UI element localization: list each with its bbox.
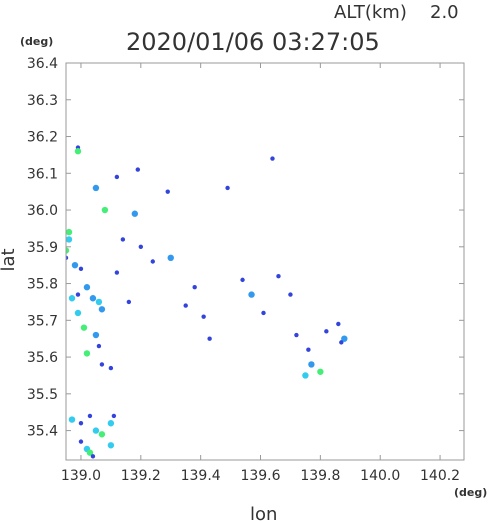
data-point xyxy=(90,454,96,459)
x-tick-label: 139.2 xyxy=(121,468,161,484)
y-tick-label: 36.3 xyxy=(27,93,58,109)
x-tick-label: 139.8 xyxy=(300,468,340,484)
data-point xyxy=(336,321,341,327)
y-axis-title: lat xyxy=(0,248,19,271)
data-point xyxy=(324,329,329,334)
data-point xyxy=(89,295,97,302)
data-point xyxy=(75,292,81,297)
data-point xyxy=(270,156,275,161)
data-point xyxy=(78,421,84,426)
data-point xyxy=(92,427,100,434)
data-point xyxy=(96,343,102,349)
data-point xyxy=(107,420,115,427)
y-tick-label: 36.2 xyxy=(27,130,58,146)
data-point xyxy=(83,350,91,357)
x-tick-label: 140.0 xyxy=(360,468,400,484)
data-point xyxy=(167,254,174,262)
data-point xyxy=(83,284,91,291)
data-point xyxy=(302,372,309,379)
y-tick-label: 36.1 xyxy=(27,166,58,182)
x-unit-label: (deg) xyxy=(454,486,487,499)
data-point xyxy=(95,298,103,306)
x-tick-label: 139.6 xyxy=(240,468,280,484)
data-point xyxy=(308,361,315,368)
data-point xyxy=(135,167,141,172)
data-point xyxy=(99,362,105,367)
data-point xyxy=(78,439,84,444)
y-tick-label: 35.9 xyxy=(27,240,58,256)
data-point xyxy=(201,314,206,319)
data-point xyxy=(138,244,144,249)
axis-ticks: 139.0 139.2 139.4 139.6 139.8 140.0 140.2 35.4 3… xyxy=(27,56,464,484)
data-point xyxy=(111,413,117,419)
altitude-label: ALT(km) xyxy=(334,2,407,23)
data-point xyxy=(165,189,170,194)
altitude-value: 2.0 xyxy=(430,2,459,23)
data-point xyxy=(288,292,293,297)
x-tick-label: 139.0 xyxy=(61,468,101,484)
data-point xyxy=(74,309,82,317)
data-point xyxy=(68,295,76,302)
data-point xyxy=(98,431,106,438)
data-point xyxy=(71,261,79,269)
data-point xyxy=(339,340,344,345)
data-point xyxy=(306,347,311,352)
data-point xyxy=(66,228,73,236)
x-axis-title: lon xyxy=(250,504,277,521)
data-point xyxy=(225,185,230,191)
y-tick-label: 36.4 xyxy=(27,56,58,72)
data-point xyxy=(92,331,100,339)
data-point xyxy=(108,365,114,371)
data-point xyxy=(107,442,115,449)
data-point xyxy=(66,255,69,261)
data-point xyxy=(68,416,76,423)
y-tick-label: 36.0 xyxy=(27,203,58,219)
data-point xyxy=(294,332,299,338)
plot-frame xyxy=(65,62,465,461)
data-point xyxy=(341,335,348,342)
data-point xyxy=(276,274,281,279)
data-point xyxy=(261,310,266,316)
data-point xyxy=(317,368,324,375)
data-point xyxy=(240,277,245,283)
data-point xyxy=(80,324,88,331)
y-tick-label: 35.7 xyxy=(27,313,58,329)
data-point xyxy=(150,259,155,264)
data-point xyxy=(74,148,82,155)
y-tick-label: 35.6 xyxy=(27,350,58,366)
data-point xyxy=(66,247,70,254)
data-point xyxy=(207,336,212,341)
data-point xyxy=(114,174,120,180)
y-tick-label: 35.8 xyxy=(27,277,58,293)
data-point xyxy=(120,237,126,242)
y-unit-label: (deg) xyxy=(20,35,53,48)
data-point xyxy=(126,299,132,305)
x-tick-label: 140.2 xyxy=(420,468,460,484)
scatter-points xyxy=(66,145,348,459)
y-tick-label: 35.4 xyxy=(27,424,58,440)
data-point xyxy=(86,449,94,456)
data-point xyxy=(98,306,106,313)
x-tick-label: 139.4 xyxy=(181,468,221,484)
data-point xyxy=(131,210,139,217)
data-point xyxy=(183,303,188,308)
data-point xyxy=(101,206,109,214)
data-point xyxy=(78,266,84,272)
data-point xyxy=(192,285,197,290)
timestamp-title: 2020/01/06 03:27:05 xyxy=(126,28,380,56)
y-tick-label: 35.5 xyxy=(27,387,58,403)
data-point xyxy=(114,270,120,275)
data-point xyxy=(248,291,255,298)
data-point xyxy=(87,413,93,419)
data-point xyxy=(66,236,73,243)
data-point xyxy=(92,184,100,192)
